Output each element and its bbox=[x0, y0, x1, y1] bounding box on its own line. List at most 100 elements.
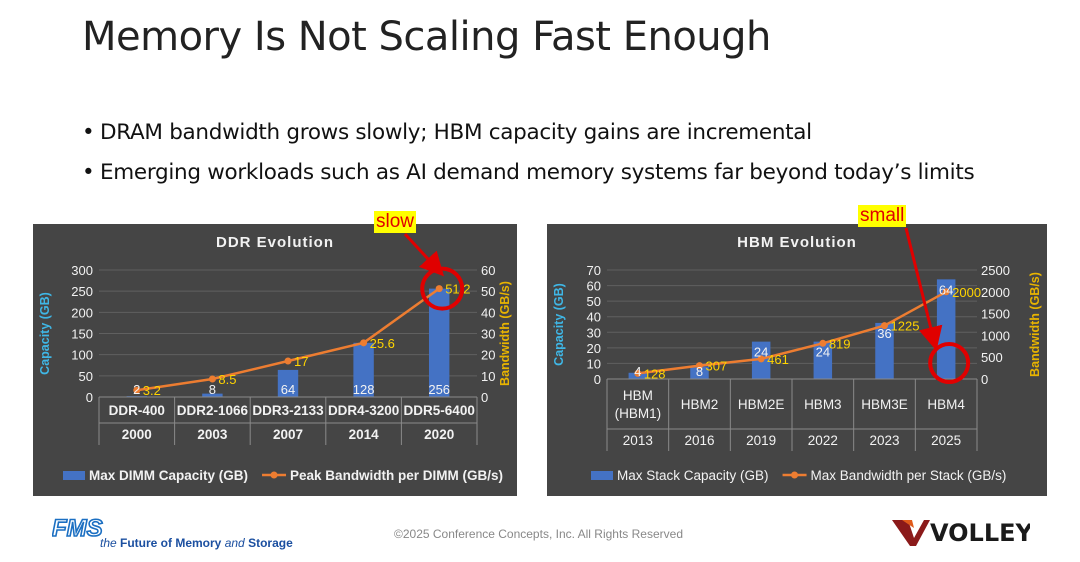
y2-axis-label: Bandwidth (GB/s) bbox=[1028, 272, 1042, 377]
y2-tick-label: 40 bbox=[481, 305, 495, 320]
bar-value-label: 64 bbox=[939, 282, 953, 297]
highlight-circle bbox=[928, 342, 971, 384]
x-tick-label: DDR3-2133 bbox=[252, 403, 324, 418]
capacity-bar bbox=[428, 288, 450, 397]
y-tick-label: 250 bbox=[71, 284, 93, 299]
x-group-label: 2022 bbox=[808, 433, 838, 448]
x-group-label: 2023 bbox=[869, 433, 899, 448]
bar-value-label: 2 bbox=[133, 382, 140, 397]
x-tick-label: HBM4 bbox=[927, 397, 965, 412]
legend-bar-swatch bbox=[63, 471, 85, 480]
x-group-label: 2007 bbox=[273, 427, 303, 442]
legend-label: Max DIMM Capacity (GB) bbox=[89, 468, 248, 483]
x-group-label: 2003 bbox=[197, 427, 228, 442]
legend-label: Max Stack Capacity (GB) bbox=[617, 468, 769, 483]
line-value-label: 8.5 bbox=[218, 372, 236, 387]
bandwidth-point bbox=[819, 339, 827, 347]
bandwidth-point bbox=[942, 288, 950, 296]
y2-tick-label: 20 bbox=[481, 348, 495, 363]
bar-value-label: 4 bbox=[634, 364, 641, 379]
x-tick-label: HBM2 bbox=[681, 397, 719, 412]
y2-tick-label: 2000 bbox=[981, 285, 1010, 300]
small-callout: small bbox=[858, 205, 907, 227]
fms-wordmark: FMS bbox=[52, 515, 103, 542]
slide-title: Memory Is Not Scaling Fast Enough bbox=[82, 14, 771, 60]
bullet-list: • DRAM bandwidth grows slowly; HBM capaci… bbox=[82, 118, 975, 198]
ddr-chart: DDR Evolution050100150200250300010203040… bbox=[38, 234, 512, 483]
x-tick-label: HBM2E bbox=[738, 397, 785, 412]
y2-tick-label: 60 bbox=[481, 263, 495, 278]
y-tick-label: 20 bbox=[587, 341, 601, 356]
volley-wordmark: VOLLEY bbox=[930, 519, 1030, 547]
x-tick-label: HBM3 bbox=[804, 397, 842, 412]
capacity-bar bbox=[277, 369, 299, 397]
y-tick-label: 70 bbox=[587, 263, 601, 278]
x-tick-label: DDR2-1066 bbox=[177, 403, 249, 418]
line-value-label: 461 bbox=[767, 352, 789, 367]
x-tick-label: DDR5-6400 bbox=[404, 403, 475, 418]
bandwidth-point bbox=[284, 357, 292, 365]
chart-title: DDR Evolution bbox=[216, 234, 334, 251]
y-tick-label: 30 bbox=[587, 325, 601, 340]
capacity-bar bbox=[813, 341, 833, 379]
bandwidth-point bbox=[360, 339, 368, 347]
slow-callout: slow bbox=[374, 211, 417, 233]
legend-label: Peak Bandwidth per DIMM (GB/s) bbox=[290, 468, 503, 483]
x-tick-label: HBM bbox=[623, 388, 653, 403]
hbm-chart: HBM Evolution010203040506070050010001500… bbox=[552, 234, 1042, 483]
line-value-label: 17 bbox=[294, 354, 308, 369]
y-tick-label: 300 bbox=[71, 263, 93, 278]
bar-value-label: 24 bbox=[816, 345, 830, 360]
line-value-label: 3.2 bbox=[143, 383, 161, 398]
y-tick-label: 150 bbox=[71, 327, 93, 342]
x-tick-label: HBM3E bbox=[861, 397, 908, 412]
y2-tick-label: 1000 bbox=[981, 328, 1010, 343]
bandwidth-point bbox=[435, 285, 443, 293]
bar-value-label: 36 bbox=[877, 326, 891, 341]
copyright-text: ©2025 Conference Concepts, Inc. All Righ… bbox=[394, 527, 683, 541]
line-value-label: 1225 bbox=[891, 319, 920, 334]
y-tick-label: 60 bbox=[587, 279, 601, 294]
x-tick-label: (HBM1) bbox=[615, 406, 662, 421]
x-group-label: 2019 bbox=[746, 433, 776, 448]
chart-title: HBM Evolution bbox=[737, 234, 857, 251]
bar-value-label: 128 bbox=[353, 382, 375, 397]
bullet-item: • Emerging workloads such as AI demand me… bbox=[82, 158, 975, 198]
legend-bar-swatch bbox=[591, 471, 613, 480]
legend-label: Max Bandwidth per Stack (GB/s) bbox=[811, 468, 1007, 483]
bar-value-label: 256 bbox=[428, 382, 450, 397]
bullet-dot-icon: • bbox=[82, 160, 95, 185]
x-tick-label: DDR4-3200 bbox=[328, 403, 399, 418]
y2-tick-label: 10 bbox=[481, 369, 495, 384]
x-tick-label: DDR-400 bbox=[109, 403, 165, 418]
x-group-label: 2000 bbox=[122, 427, 152, 442]
y-tick-label: 40 bbox=[587, 310, 601, 325]
y2-tick-label: 0 bbox=[481, 390, 488, 405]
bar-value-label: 24 bbox=[754, 345, 768, 360]
y-axis-label: Capacity (GB) bbox=[552, 283, 566, 366]
line-value-label: 2000 bbox=[952, 285, 981, 300]
bar-value-label: 8 bbox=[209, 382, 216, 397]
x-group-label: 2020 bbox=[424, 427, 454, 442]
y2-tick-label: 30 bbox=[481, 327, 495, 342]
line-value-label: 25.6 bbox=[370, 336, 395, 351]
bandwidth-point bbox=[208, 375, 216, 383]
capacity-bar bbox=[875, 322, 894, 379]
y-tick-label: 50 bbox=[79, 369, 93, 384]
fms-tagline: the Future of Memory and Storage bbox=[100, 536, 293, 550]
hbm-chart-panel: HBM Evolution 0 10 20 30 40 50 60 70 0 500 1000 1500… bbox=[547, 224, 1047, 496]
bullet-dot-icon: • bbox=[82, 120, 95, 145]
y2-tick-label: 0 bbox=[981, 372, 988, 387]
legend-line-marker bbox=[270, 471, 278, 479]
fms-logo-icon: FMS bbox=[52, 514, 103, 543]
y-tick-label: 10 bbox=[587, 356, 601, 371]
bandwidth-point bbox=[133, 386, 141, 394]
capacity-bar bbox=[202, 393, 223, 397]
volley-logo-icon: VOLLEY bbox=[892, 519, 1030, 547]
line-value-label: 51.2 bbox=[445, 282, 470, 297]
y-tick-label: 100 bbox=[71, 348, 93, 363]
bandwidth-point bbox=[757, 355, 765, 363]
y2-tick-label: 500 bbox=[981, 350, 1003, 365]
y-axis-label: Capacity (GB) bbox=[38, 292, 52, 375]
y-tick-label: 0 bbox=[86, 390, 93, 405]
